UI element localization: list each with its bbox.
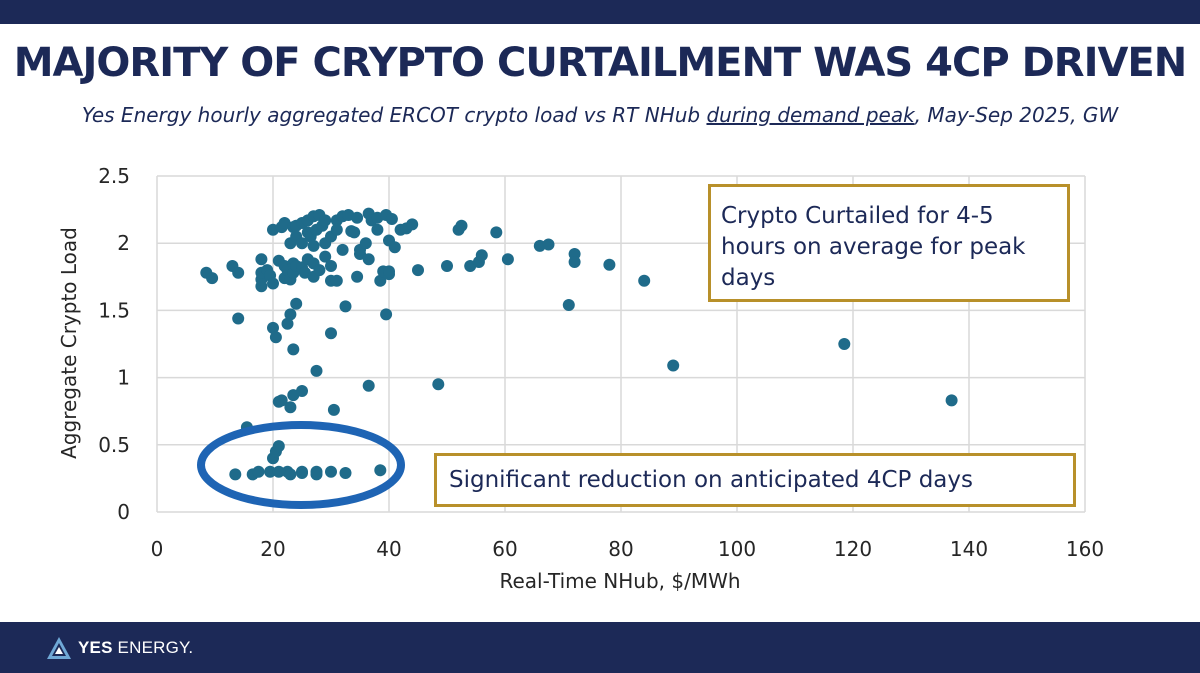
- data-point: [374, 274, 387, 287]
- curtailment-note-box: Crypto Curtailed for 4-5 hours on averag…: [708, 184, 1070, 302]
- data-point: [385, 213, 398, 225]
- data-point: [255, 253, 268, 266]
- data-point: [281, 317, 294, 330]
- data-point: [490, 226, 503, 239]
- x-tick-label: 160: [1066, 537, 1104, 561]
- data-point: [339, 300, 352, 313]
- data-point: [284, 401, 297, 414]
- data-point: [432, 378, 445, 391]
- data-point: [267, 277, 279, 290]
- data-point: [325, 260, 337, 272]
- data-point: [232, 312, 245, 325]
- data-point: [351, 211, 364, 224]
- data-point: [325, 327, 337, 340]
- data-point: [667, 359, 680, 372]
- data-point: [325, 465, 337, 478]
- slide-title: MAJORITY OF CRYPTO CURTAILMENT WAS 4CP D…: [13, 40, 1187, 86]
- x-tick-label: 80: [608, 537, 633, 561]
- data-point: [275, 394, 288, 407]
- data-point: [383, 265, 395, 278]
- x-axis-label: Real-Time NHub, $/MWh: [499, 569, 740, 593]
- data-point: [272, 440, 285, 453]
- data-point: [348, 226, 361, 239]
- data-point: [287, 343, 300, 356]
- data-point: [374, 464, 387, 477]
- x-tick-label: 20: [260, 537, 285, 561]
- yes-energy-logo-icon: [47, 637, 71, 659]
- y-tick-label: 2.5: [98, 164, 130, 188]
- data-point: [380, 308, 393, 321]
- data-point: [284, 308, 297, 321]
- data-point: [252, 465, 265, 478]
- y-tick-label: 2: [117, 231, 130, 255]
- footer-bar: [0, 622, 1200, 673]
- y-tick-label: 0.5: [98, 433, 130, 457]
- data-point: [371, 223, 384, 236]
- data-point: [362, 379, 375, 392]
- data-point: [310, 468, 323, 481]
- data-point: [319, 214, 332, 227]
- data-point: [568, 256, 581, 268]
- x-tick-label: 100: [718, 537, 756, 561]
- data-point: [406, 218, 419, 231]
- data-point: [336, 243, 349, 256]
- data-point: [272, 465, 285, 478]
- data-point: [296, 237, 308, 250]
- slide-subtitle: Yes Energy hourly aggregated ERCOT crypt…: [0, 103, 1200, 127]
- data-point: [296, 467, 308, 479]
- data-point: [388, 241, 401, 254]
- data-point: [264, 465, 277, 478]
- top-banner: [0, 0, 1200, 24]
- x-tick-label: 40: [376, 537, 401, 561]
- y-tick-label: 0: [117, 500, 130, 524]
- y-axis-label: Aggregate Crypto Load: [57, 227, 81, 459]
- data-point: [296, 385, 308, 397]
- data-point: [330, 274, 343, 287]
- data-point: [307, 239, 320, 252]
- y-tick-label: 1: [117, 366, 130, 390]
- brand-logo: YES ENERGY.: [46, 633, 193, 663]
- data-point: [269, 331, 282, 344]
- brand-name: YES ENERGY.: [78, 638, 194, 657]
- data-point: [603, 258, 616, 271]
- subtitle-text: Yes Energy hourly aggregated ERCOT crypt…: [81, 103, 707, 127]
- data-point: [362, 253, 375, 266]
- data-point: [542, 238, 555, 251]
- data-point: [339, 467, 352, 479]
- data-point: [319, 250, 332, 263]
- data-point: [838, 338, 851, 350]
- chart-points: [200, 207, 958, 481]
- data-point: [330, 223, 343, 236]
- y-tick-label: 1.5: [98, 298, 130, 322]
- data-point: [562, 299, 575, 311]
- data-point: [412, 264, 424, 277]
- data-point: [327, 403, 340, 416]
- x-tick-label: 60: [492, 537, 517, 561]
- scatter-chart: 0 0.5 1 1.5 2 2.5 0 20 40 60 80 100 120 140 160 Real-T…: [57, 164, 1104, 593]
- data-point: [441, 260, 453, 272]
- data-point: [351, 270, 364, 283]
- data-point: [313, 264, 326, 277]
- subtitle-underlined-text: during demand peak: [706, 103, 915, 127]
- data-point: [501, 253, 514, 266]
- data-point: [206, 272, 219, 285]
- data-point: [229, 468, 242, 481]
- data-point: [455, 219, 468, 232]
- highlight-ellipse: [197, 421, 405, 509]
- data-point: [284, 468, 297, 481]
- data-point: [945, 394, 958, 407]
- x-tick-label: 120: [834, 537, 872, 561]
- data-point: [232, 266, 245, 279]
- data-point: [475, 249, 488, 262]
- data-point: [310, 364, 323, 377]
- x-tick-label: 140: [950, 537, 988, 561]
- data-point: [267, 321, 279, 334]
- data-point: [638, 274, 651, 287]
- reduction-note-box: Significant reduction on anticipated 4CP…: [434, 453, 1076, 507]
- data-point: [359, 237, 372, 250]
- data-point: [290, 297, 303, 310]
- subtitle-tail-text: , May-Sep 2025, GW: [914, 103, 1119, 127]
- chart-tick-labels: 0 0.5 1 1.5 2 2.5 0 20 40 60 80 100 120 140 160: [98, 164, 1104, 561]
- x-tick-label: 0: [151, 537, 164, 561]
